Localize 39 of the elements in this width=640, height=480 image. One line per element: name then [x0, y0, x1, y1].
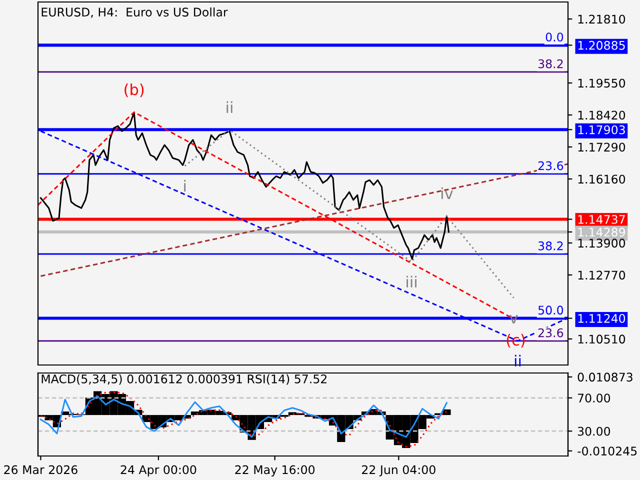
line-series	[40, 395, 448, 438]
y-tick-label: 1.17903	[578, 125, 625, 134]
y-tick-label: 1.19550	[578, 78, 626, 88]
annotation: 50.0	[538, 306, 564, 315]
annotation: (b)	[124, 83, 144, 98]
y-tick-label: 0.010873	[578, 372, 632, 382]
y-tick-label: 1.14289	[578, 228, 626, 237]
annotation: iv	[442, 187, 453, 199]
annotation: 23.6	[538, 328, 564, 338]
y-tick-label: 1.11240	[578, 314, 626, 323]
y-tick-label: 1.14737	[578, 214, 625, 224]
y-tick-label: -0.010245	[578, 446, 637, 456]
y-tick-label: 1.13900	[578, 238, 626, 248]
y2-tick-label: 70.00	[578, 394, 610, 403]
y-tick-label: 1.21810	[578, 14, 626, 24]
line-series	[184, 129, 514, 299]
chart-title: EURUSD, H4: Euro vs US Dollar	[42, 7, 228, 18]
annotation: ii	[226, 101, 232, 113]
y-tick-label: 1.17290	[578, 142, 626, 152]
y-tick-label: 1.16160	[578, 174, 626, 184]
line-series	[40, 392, 448, 448]
annotation: 0.0	[546, 32, 564, 42]
x-tick-label: 24 Apr 00:00	[120, 465, 196, 476]
annotation: iii	[406, 276, 416, 288]
y-tick-label: 1.18420	[578, 110, 626, 120]
x-tick-label: 22 May 16:00	[235, 465, 315, 476]
annotation: v	[510, 315, 518, 324]
y-tick-label: 1.10510	[578, 334, 626, 344]
y-tick-label: 1.12770	[578, 270, 626, 280]
annotation: ii	[514, 354, 521, 366]
annotation: 23.6	[538, 161, 564, 170]
chart-title: MACD(5,34,5) 0.001612 0.000391 RSI(14) 57.52	[42, 374, 326, 385]
y-tick-label: 1.20885	[578, 40, 625, 50]
x-tick-label: 22 Jun 04:00	[362, 465, 436, 476]
x-tick-label: 26 Mar 2026	[4, 465, 78, 474]
annotation: 38.2	[538, 59, 563, 68]
y2-tick-label: 30.00	[578, 426, 610, 436]
annotation: 38.2	[538, 241, 563, 250]
annotation: i	[184, 180, 186, 192]
